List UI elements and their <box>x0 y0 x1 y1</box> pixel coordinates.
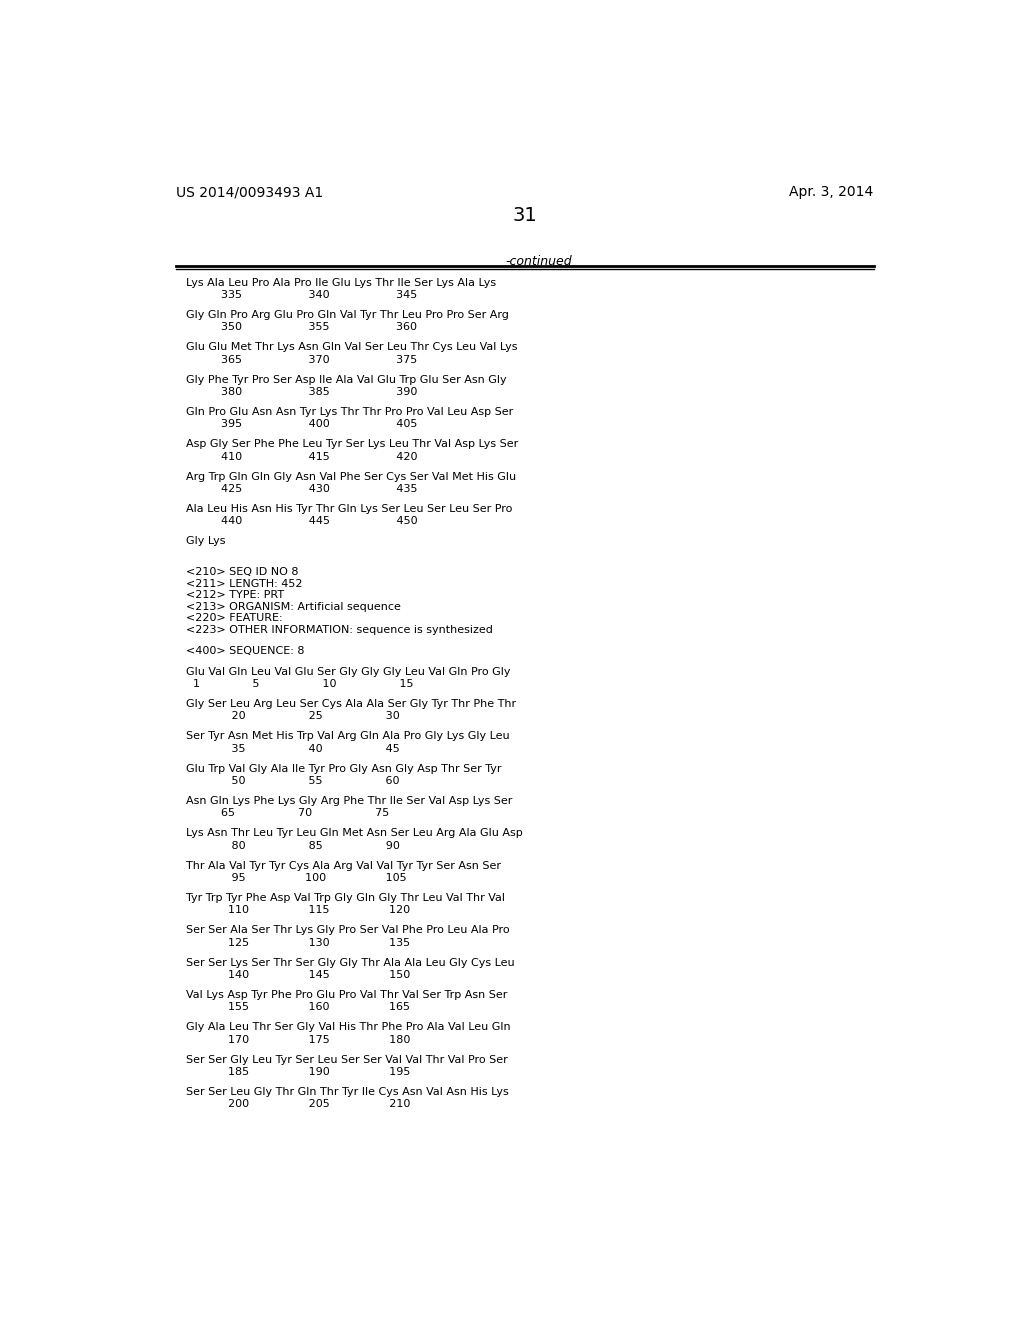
Text: Ala Leu His Asn His Tyr Thr Gln Lys Ser Leu Ser Leu Ser Pro: Ala Leu His Asn His Tyr Thr Gln Lys Ser … <box>186 504 512 513</box>
Text: Lys Ala Leu Pro Ala Pro Ile Glu Lys Thr Ile Ser Lys Ala Lys: Lys Ala Leu Pro Ala Pro Ile Glu Lys Thr … <box>186 277 497 288</box>
Text: Glu Glu Met Thr Lys Asn Gln Val Ser Leu Thr Cys Leu Val Lys: Glu Glu Met Thr Lys Asn Gln Val Ser Leu … <box>186 342 517 352</box>
Text: US 2014/0093493 A1: US 2014/0093493 A1 <box>176 185 324 199</box>
Text: Arg Trp Gln Gln Gly Asn Val Phe Ser Cys Ser Val Met His Glu: Arg Trp Gln Gln Gly Asn Val Phe Ser Cys … <box>186 471 516 482</box>
Text: <400> SEQUENCE: 8: <400> SEQUENCE: 8 <box>186 645 304 656</box>
Text: Gly Ala Leu Thr Ser Gly Val His Thr Phe Pro Ala Val Leu Gln: Gly Ala Leu Thr Ser Gly Val His Thr Phe … <box>186 1022 511 1032</box>
Text: 155                 160                 165: 155 160 165 <box>186 1002 411 1012</box>
Text: <220> FEATURE:: <220> FEATURE: <box>186 614 283 623</box>
Text: 95                 100                 105: 95 100 105 <box>186 873 407 883</box>
Text: 425                   430                   435: 425 430 435 <box>186 484 418 494</box>
Text: 380                   385                   390: 380 385 390 <box>186 387 418 397</box>
Text: Val Lys Asp Tyr Phe Pro Glu Pro Val Thr Val Ser Trp Asn Ser: Val Lys Asp Tyr Phe Pro Glu Pro Val Thr … <box>186 990 508 1001</box>
Text: 395                   400                   405: 395 400 405 <box>186 420 418 429</box>
Text: Gln Pro Glu Asn Asn Tyr Lys Thr Thr Pro Pro Val Leu Asp Ser: Gln Pro Glu Asn Asn Tyr Lys Thr Thr Pro … <box>186 407 513 417</box>
Text: Asn Gln Lys Phe Lys Gly Arg Phe Thr Ile Ser Val Asp Lys Ser: Asn Gln Lys Phe Lys Gly Arg Phe Thr Ile … <box>186 796 512 807</box>
Text: 200                 205                 210: 200 205 210 <box>186 1100 411 1109</box>
Text: Gly Gln Pro Arg Glu Pro Gln Val Tyr Thr Leu Pro Pro Ser Arg: Gly Gln Pro Arg Glu Pro Gln Val Tyr Thr … <box>186 310 509 319</box>
Text: Ser Ser Gly Leu Tyr Ser Leu Ser Ser Val Val Thr Val Pro Ser: Ser Ser Gly Leu Tyr Ser Leu Ser Ser Val … <box>186 1055 508 1065</box>
Text: -continued: -continued <box>506 255 572 268</box>
Text: Thr Ala Val Tyr Tyr Cys Ala Arg Val Val Tyr Tyr Ser Asn Ser: Thr Ala Val Tyr Tyr Cys Ala Arg Val Val … <box>186 861 501 871</box>
Text: Ser Ser Lys Ser Thr Ser Gly Gly Thr Ala Ala Leu Gly Cys Leu: Ser Ser Lys Ser Thr Ser Gly Gly Thr Ala … <box>186 958 515 968</box>
Text: 110                 115                 120: 110 115 120 <box>186 906 411 915</box>
Text: 65                  70                  75: 65 70 75 <box>186 808 389 818</box>
Text: <210> SEQ ID NO 8: <210> SEQ ID NO 8 <box>186 568 299 577</box>
Text: 1               5                  10                  15: 1 5 10 15 <box>186 678 414 689</box>
Text: Ser Tyr Asn Met His Trp Val Arg Gln Ala Pro Gly Lys Gly Leu: Ser Tyr Asn Met His Trp Val Arg Gln Ala … <box>186 731 510 742</box>
Text: <212> TYPE: PRT: <212> TYPE: PRT <box>186 590 285 601</box>
Text: Ser Ser Ala Ser Thr Lys Gly Pro Ser Val Phe Pro Leu Ala Pro: Ser Ser Ala Ser Thr Lys Gly Pro Ser Val … <box>186 925 510 936</box>
Text: 31: 31 <box>512 206 538 226</box>
Text: Gly Lys: Gly Lys <box>186 536 225 546</box>
Text: 170                 175                 180: 170 175 180 <box>186 1035 411 1044</box>
Text: 365                   370                   375: 365 370 375 <box>186 355 418 364</box>
Text: Glu Val Gln Leu Val Glu Ser Gly Gly Gly Leu Val Gln Pro Gly: Glu Val Gln Leu Val Glu Ser Gly Gly Gly … <box>186 667 511 677</box>
Text: 350                   355                   360: 350 355 360 <box>186 322 417 333</box>
Text: Gly Ser Leu Arg Leu Ser Cys Ala Ala Ser Gly Tyr Thr Phe Thr: Gly Ser Leu Arg Leu Ser Cys Ala Ala Ser … <box>186 700 516 709</box>
Text: Ser Ser Leu Gly Thr Gln Thr Tyr Ile Cys Asn Val Asn His Lys: Ser Ser Leu Gly Thr Gln Thr Tyr Ile Cys … <box>186 1088 509 1097</box>
Text: Lys Asn Thr Leu Tyr Leu Gln Met Asn Ser Leu Arg Ala Glu Asp: Lys Asn Thr Leu Tyr Leu Gln Met Asn Ser … <box>186 829 523 838</box>
Text: 35                  40                  45: 35 40 45 <box>186 743 400 754</box>
Text: Apr. 3, 2014: Apr. 3, 2014 <box>790 185 873 199</box>
Text: <223> OTHER INFORMATION: sequence is synthesized: <223> OTHER INFORMATION: sequence is syn… <box>186 626 493 635</box>
Text: <211> LENGTH: 452: <211> LENGTH: 452 <box>186 579 303 589</box>
Text: <213> ORGANISM: Artificial sequence: <213> ORGANISM: Artificial sequence <box>186 602 401 612</box>
Text: Asp Gly Ser Phe Phe Leu Tyr Ser Lys Leu Thr Val Asp Lys Ser: Asp Gly Ser Phe Phe Leu Tyr Ser Lys Leu … <box>186 440 518 449</box>
Text: Gly Phe Tyr Pro Ser Asp Ile Ala Val Glu Trp Glu Ser Asn Gly: Gly Phe Tyr Pro Ser Asp Ile Ala Val Glu … <box>186 375 507 384</box>
Text: 140                 145                 150: 140 145 150 <box>186 970 411 979</box>
Text: 185                 190                 195: 185 190 195 <box>186 1067 411 1077</box>
Text: 80                  85                  90: 80 85 90 <box>186 841 400 850</box>
Text: 335                   340                   345: 335 340 345 <box>186 290 418 300</box>
Text: Tyr Trp Tyr Phe Asp Val Trp Gly Gln Gly Thr Leu Val Thr Val: Tyr Trp Tyr Phe Asp Val Trp Gly Gln Gly … <box>186 892 505 903</box>
Text: Glu Trp Val Gly Ala Ile Tyr Pro Gly Asn Gly Asp Thr Ser Tyr: Glu Trp Val Gly Ala Ile Tyr Pro Gly Asn … <box>186 763 502 774</box>
Text: 440                   445                   450: 440 445 450 <box>186 516 418 527</box>
Text: 410                   415                   420: 410 415 420 <box>186 451 418 462</box>
Text: 125                 130                 135: 125 130 135 <box>186 937 411 948</box>
Text: 50                  55                  60: 50 55 60 <box>186 776 399 785</box>
Text: 20                  25                  30: 20 25 30 <box>186 711 400 721</box>
